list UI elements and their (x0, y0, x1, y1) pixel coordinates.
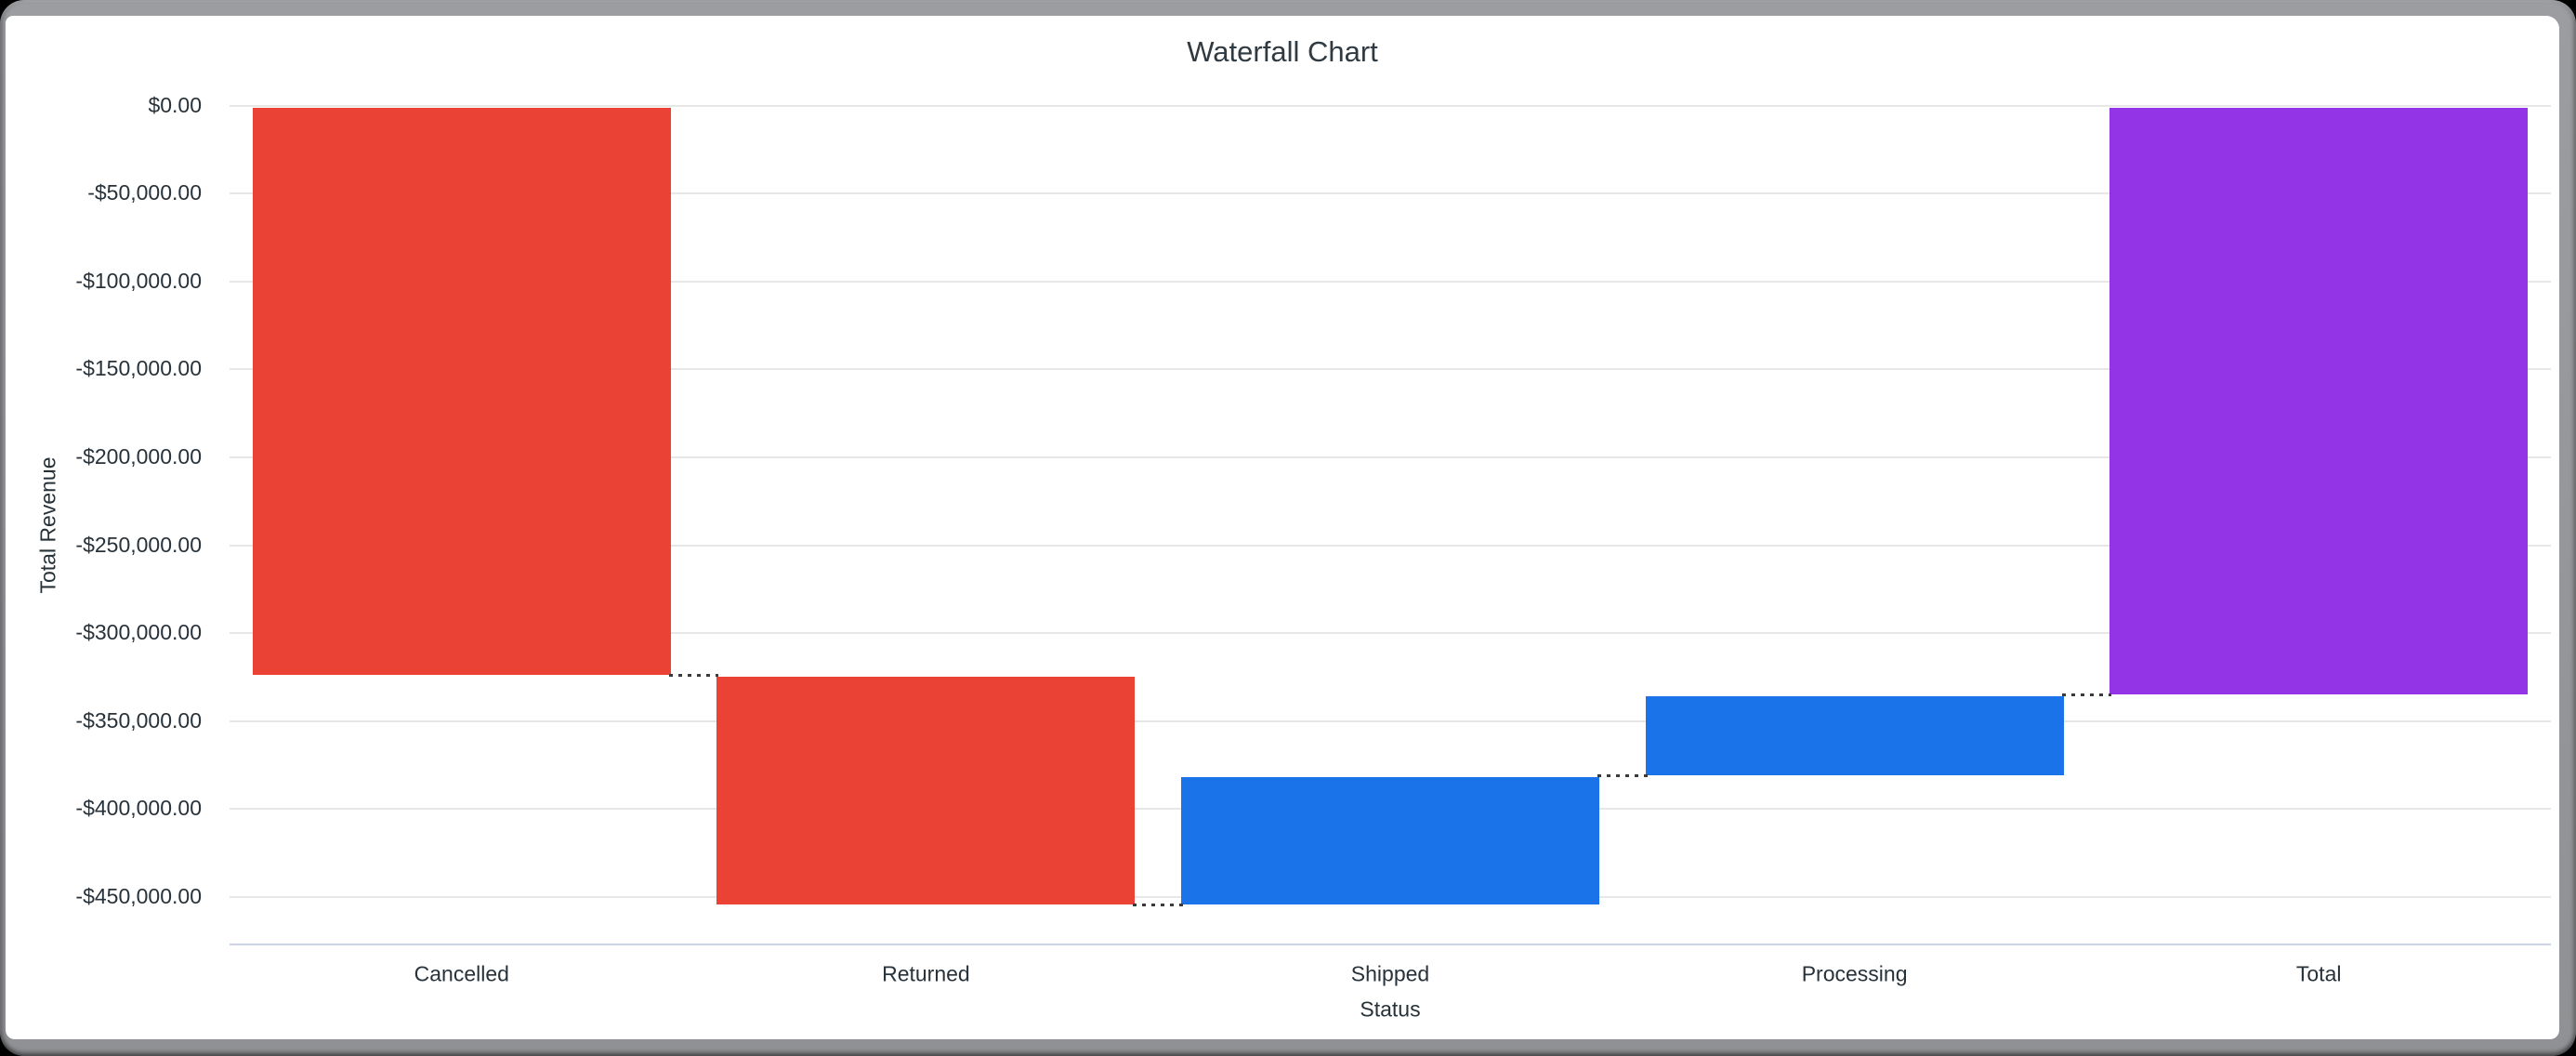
gridline-h (230, 104, 2551, 107)
gridline-h (230, 192, 2551, 195)
gridline-h (230, 632, 2551, 635)
y-tick-label: -$300,000.00 (75, 620, 202, 645)
gridline-h (230, 544, 2551, 547)
y-tick-label: $0.00 (148, 92, 202, 117)
waterfall-connector (1597, 774, 1648, 778)
chart-title: Waterfall Chart (1187, 35, 1378, 68)
y-tick-label: -$200,000.00 (75, 443, 202, 469)
gridline-h (230, 280, 2551, 283)
waterfall-connector (2062, 693, 2111, 697)
y-tick-label: -$450,000.00 (75, 883, 202, 908)
gridline-h (230, 719, 2551, 722)
x-axis-label-processing: Processing (1801, 961, 1908, 986)
chart-card: Waterfall Chart Total Revenue $0.00 -$50,… (6, 16, 2559, 1039)
x-axis-label-total: Total (2295, 961, 2342, 986)
x-axis-label-cancelled: Cancelled (414, 961, 509, 986)
waterfall-connector (669, 674, 718, 678)
waterfall-connector (1133, 903, 1183, 906)
bar-processing[interactable] (1646, 696, 2064, 776)
y-tick-label: -$100,000.00 (75, 268, 202, 293)
bar-returned[interactable] (716, 677, 1135, 904)
x-axis-title: Status (1360, 997, 1421, 1022)
y-tick-label: -$350,000.00 (75, 707, 202, 733)
gridline-h (230, 368, 2551, 371)
y-tick-label: -$400,000.00 (75, 796, 202, 821)
y-tick-label: -$250,000.00 (75, 532, 202, 557)
x-axis-label-returned: Returned (882, 961, 970, 986)
y-axis-title: Total Revenue (35, 456, 60, 594)
y-tick-label: -$150,000.00 (75, 356, 202, 381)
bar-total[interactable] (2109, 107, 2528, 695)
x-axis-label-shipped: Shipped (1350, 961, 1430, 986)
y-tick-label: -$50,000.00 (87, 180, 202, 205)
bar-cancelled[interactable] (253, 107, 671, 676)
bar-shipped[interactable] (1181, 777, 1599, 904)
x-axis-line (230, 944, 2551, 945)
gridline-h (230, 455, 2551, 458)
